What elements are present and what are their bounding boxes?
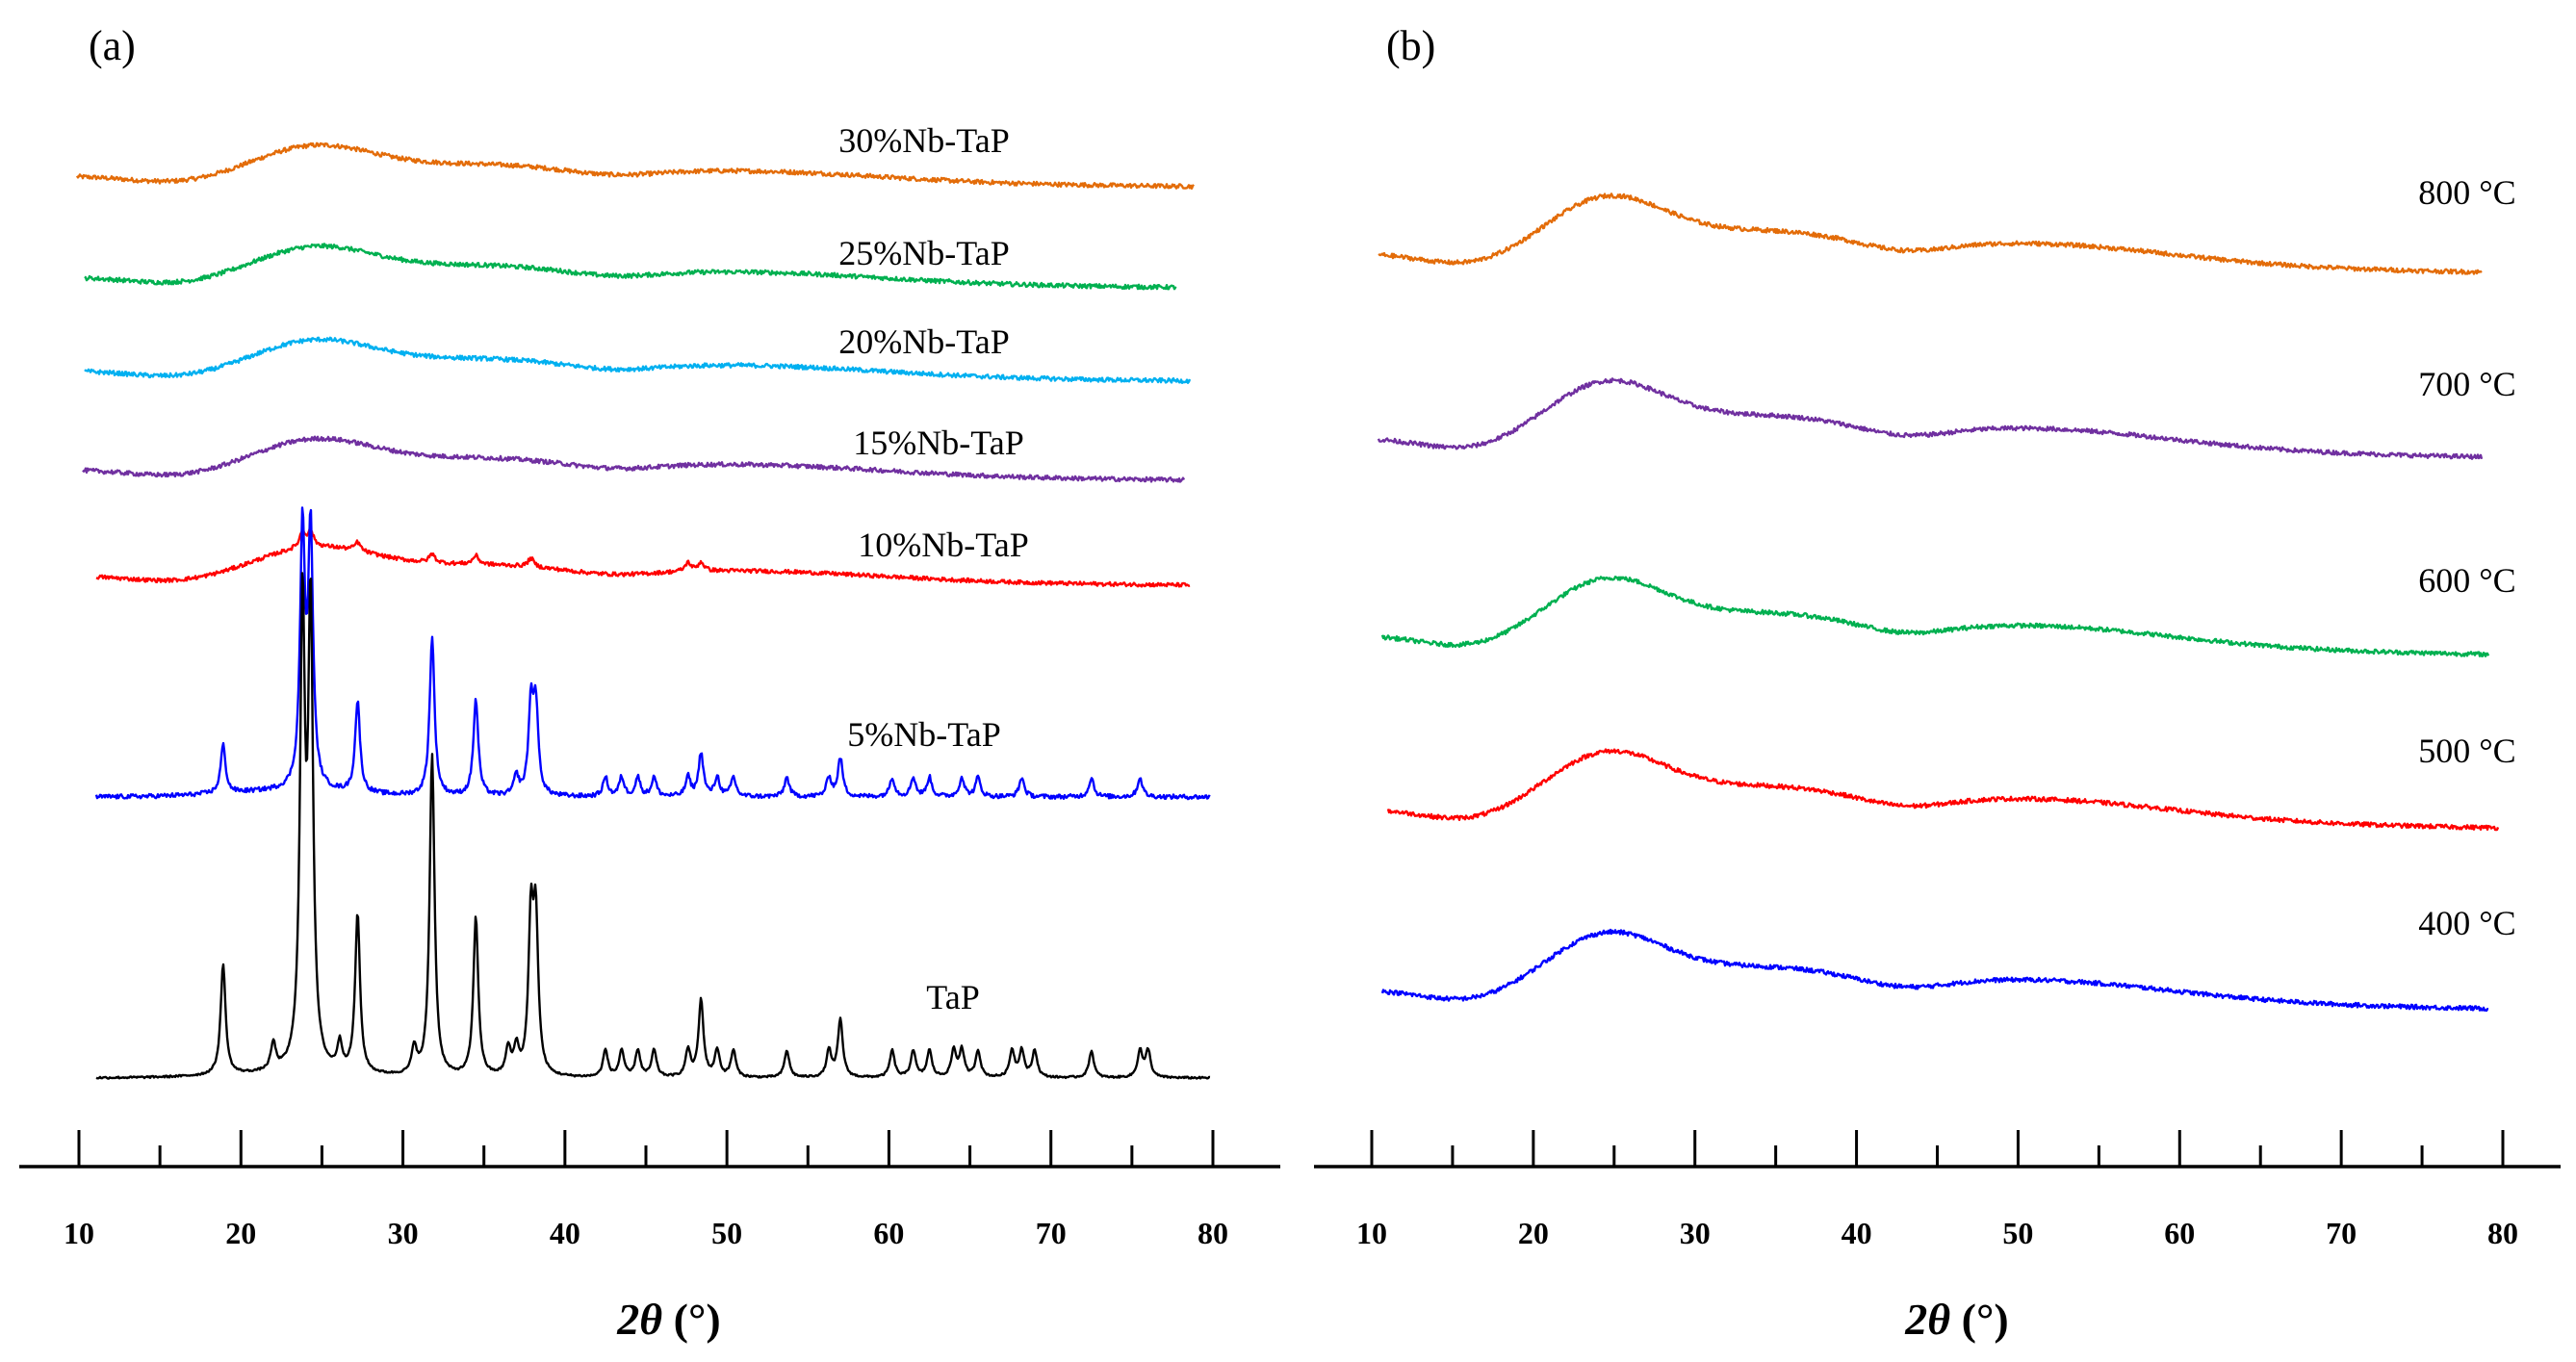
series-label: 400 °C	[2418, 904, 2515, 942]
series-label: 10%Nb-TaP	[858, 526, 1028, 564]
x-tick-label: 30	[1680, 1216, 1711, 1250]
series-line	[84, 336, 1192, 384]
series-line	[1380, 928, 2489, 1013]
x-tick-label: 60	[873, 1216, 904, 1250]
panel-b-plot-area: 800 °C 700 °C 600 °C 500 °C 400 °C	[1377, 173, 2516, 1013]
series-line	[82, 435, 1186, 483]
series-label: 15%Nb-TaP	[853, 424, 1023, 462]
x-tick-label: 50	[711, 1216, 742, 1250]
x-tick-label: 80	[2487, 1216, 2518, 1250]
x-tick-label: 40	[550, 1216, 580, 1250]
series-label: 20%Nb-TaP	[838, 322, 1009, 361]
series-label: 500 °C	[2418, 732, 2515, 770]
x-tick-label: 40	[1842, 1216, 1872, 1250]
series-line	[94, 506, 1211, 801]
series-line	[1380, 576, 2490, 657]
panel-a-x-ticks: 10 20 30 40 50 60 70 80	[64, 1130, 1228, 1250]
x-tick-label: 30	[388, 1216, 419, 1250]
series-line	[1377, 377, 2484, 460]
series-line	[1378, 193, 2483, 275]
x-tick-label: 10	[64, 1216, 94, 1250]
series-label: 700 °C	[2418, 365, 2515, 403]
x-tick-label: 20	[225, 1216, 256, 1250]
x-tick-label: 50	[2002, 1216, 2033, 1250]
x-tick-label: 60	[2164, 1216, 2195, 1250]
series-line	[95, 527, 1191, 588]
panel-b-x-axis-title: 2θ (°)	[1904, 1295, 2008, 1344]
panel-a-label: (a)	[89, 22, 136, 69]
series-line	[1386, 748, 2500, 832]
series-label: 600 °C	[2418, 561, 2515, 600]
panel-a-plot-area: 30%Nb-TaP 25%Nb-TaP 20%Nb-TaP 15%Nb-TaP 10%N…	[75, 121, 1211, 1080]
x-tick-label: 10	[1356, 1216, 1387, 1250]
x-tick-label: 80	[1198, 1216, 1228, 1250]
series-line	[84, 243, 1177, 291]
series-label: 800 °C	[2418, 173, 2515, 212]
series-line	[95, 572, 1211, 1080]
x-tick-label: 70	[2326, 1216, 2357, 1250]
panel-b-label: (b)	[1386, 22, 1435, 69]
panel-b: (b) 800 °C 700 °C 600 °C 500 °C 400 °C 10 20 3…	[1314, 22, 2561, 1344]
panel-b-x-ticks: 10 20 30 40 50 60 70 80	[1356, 1130, 2518, 1250]
x-tick-label: 20	[1518, 1216, 1549, 1250]
series-label: 30%Nb-TaP	[838, 121, 1009, 160]
panel-a-x-axis-title: 2θ (°)	[616, 1295, 720, 1344]
panel-a: (a) 30%Nb-TaP 25%Nb-TaP 20%Nb-TaP 15%Nb-TaP…	[19, 22, 1280, 1344]
x-tick-label: 70	[1036, 1216, 1067, 1250]
series-label: 5%Nb-TaP	[847, 715, 1000, 754]
series-label: TaP	[926, 978, 979, 1016]
series-label: 25%Nb-TaP	[838, 234, 1009, 272]
series-line	[75, 141, 1195, 190]
